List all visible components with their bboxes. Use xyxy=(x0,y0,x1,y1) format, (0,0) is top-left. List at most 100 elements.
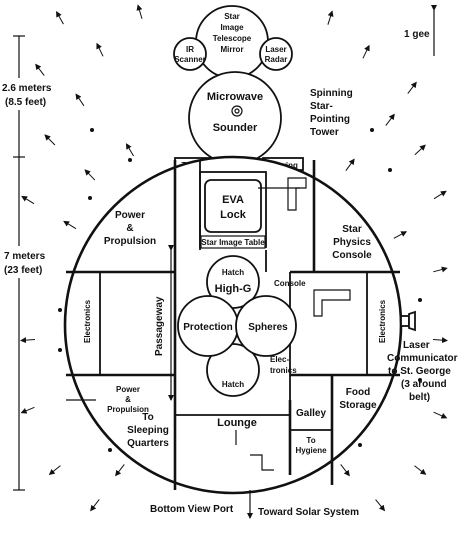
field-arrow-24 xyxy=(90,499,100,512)
habitat-module: EVA Lock Star Image Table Hatch High-G P… xyxy=(63,155,403,495)
field-arrow-25 xyxy=(375,499,386,512)
laser-comm-line-5: belt) xyxy=(409,392,430,403)
field-dot-20 xyxy=(90,128,94,132)
field-arrow-17 xyxy=(433,266,448,273)
galley-label: Galley xyxy=(296,408,326,419)
field-arrow-26 xyxy=(115,464,125,477)
field-arrow-19 xyxy=(432,337,448,344)
field-arrow-12 xyxy=(84,169,96,181)
field-arrow-22 xyxy=(48,465,61,476)
spinning-line-1: Spinning xyxy=(310,88,353,99)
field-arrow-4 xyxy=(362,44,370,59)
laser-comm-line-3: to St. George xyxy=(388,366,451,377)
field-arrow-0 xyxy=(56,11,64,25)
sleeping-line-1: To xyxy=(142,412,153,423)
star-physics-line-3: Console xyxy=(332,250,372,261)
lower-dim-m: 7 meters xyxy=(4,251,46,262)
field-arrow-8 xyxy=(385,113,395,126)
field-dot-1 xyxy=(388,168,392,172)
star-physics-line-1: Star xyxy=(342,224,362,235)
left-electronics: Electronics xyxy=(83,299,92,343)
ir-scanner-line-1: IR xyxy=(186,45,194,54)
field-dot-0 xyxy=(128,158,132,162)
laser-communicator: Laser Communicator to St. George (3 arou… xyxy=(387,310,458,403)
field-dot-21 xyxy=(370,128,374,132)
field-arrow-6 xyxy=(407,81,417,94)
field-dot-13 xyxy=(358,443,362,447)
sounder-line-2: Sounder xyxy=(213,122,258,134)
protection-label: Protection xyxy=(183,322,232,333)
passageway-label: Passageway xyxy=(154,296,165,356)
star-physics-line-2: Physics xyxy=(333,237,371,248)
ir-scanner-line-2: Scanner xyxy=(174,55,206,64)
field-arrow-2 xyxy=(327,10,334,25)
power-lower-line-1: Power xyxy=(116,385,140,394)
star-image-table: Star Image Table xyxy=(201,238,265,247)
to-hygiene-line-2: Hygiene xyxy=(295,446,327,455)
power-lower-line-3: Propulsion xyxy=(107,405,149,414)
sleeping-line-2: Sleeping xyxy=(127,425,169,436)
spinning-tower: Star Image Telescope Mirror IR Scanner L… xyxy=(173,5,353,171)
console-label: Console xyxy=(274,279,306,288)
field-arrow-11 xyxy=(414,144,426,156)
field-dot-19 xyxy=(418,378,422,382)
power-upper-line-1: Power xyxy=(115,210,145,221)
field-arrow-18 xyxy=(20,337,36,344)
hatch-bottom: Hatch xyxy=(222,380,244,389)
toward-solar-system: Toward Solar System xyxy=(258,507,359,518)
telescope-line-1: Star xyxy=(224,12,240,21)
field-arrow-5 xyxy=(35,63,45,76)
field-arrow-20 xyxy=(20,406,35,414)
lounge-label: Lounge xyxy=(217,417,257,429)
field-arrow-10 xyxy=(125,143,134,157)
field-dot-2 xyxy=(88,196,92,200)
hatch-top: Hatch xyxy=(222,268,244,277)
eva-lock-line-2: Lock xyxy=(220,209,247,221)
field-arrow-15 xyxy=(433,190,447,200)
laser-comm-line-4: (3 around xyxy=(401,379,447,390)
power-upper-line-3: Propulsion xyxy=(104,236,156,247)
field-arrow-29 xyxy=(393,231,408,239)
power-lower-line-2: & xyxy=(125,395,131,404)
field-arrow-1 xyxy=(136,4,143,19)
sleeping-line-3: Quarters xyxy=(127,438,169,449)
spinning-line-3: Pointing xyxy=(310,114,350,125)
field-dot-17 xyxy=(58,348,62,352)
telescope-line-2: Image xyxy=(220,23,244,32)
spinning-line-4: Tower xyxy=(310,127,339,138)
spinning-line-2: Star- xyxy=(310,101,333,112)
field-arrow-28 xyxy=(63,220,77,230)
bottom-labels: Bottom View Port Toward Solar System xyxy=(150,490,359,519)
field-arrow-13 xyxy=(345,158,355,171)
telescope-line-4: Mirror xyxy=(220,45,243,54)
food-storage-line-2: Storage xyxy=(339,400,377,411)
gee-label: 1 gee xyxy=(404,29,430,40)
spheres-label: Spheres xyxy=(248,322,288,333)
field-dot-18 xyxy=(418,298,422,302)
sounder-line-1: Microwave xyxy=(207,91,263,103)
field-arrow-9 xyxy=(44,134,56,146)
field-dot-16 xyxy=(58,308,62,312)
field-dot-12 xyxy=(108,448,112,452)
food-storage-line-1: Food xyxy=(346,387,370,398)
field-arrow-27 xyxy=(340,464,350,477)
eva-lock-line-1: EVA xyxy=(222,194,244,206)
field-arrow-3 xyxy=(96,42,104,57)
field-arrow-23 xyxy=(414,465,427,475)
high-g-label: High-G xyxy=(215,283,252,295)
field-arrow-21 xyxy=(433,411,448,419)
to-hygiene-line-1: To xyxy=(306,436,315,445)
center-electronics-line-1: Elec- xyxy=(270,355,289,364)
gee-scale: 1 gee xyxy=(404,5,437,56)
right-electronics: Electronics xyxy=(378,299,387,343)
laser-radar-line-1: Laser xyxy=(265,45,286,54)
bottom-view-port: Bottom View Port xyxy=(150,504,234,515)
laser-radar-line-2: Radar xyxy=(265,55,288,64)
field-arrow-14 xyxy=(21,195,35,205)
upper-dim-m: 2.6 meters xyxy=(2,83,52,94)
center-electronics-line-2: tronics xyxy=(270,366,297,375)
laser-comm-line-2: Communicator xyxy=(387,353,458,364)
power-upper-line-2: & xyxy=(126,223,133,234)
